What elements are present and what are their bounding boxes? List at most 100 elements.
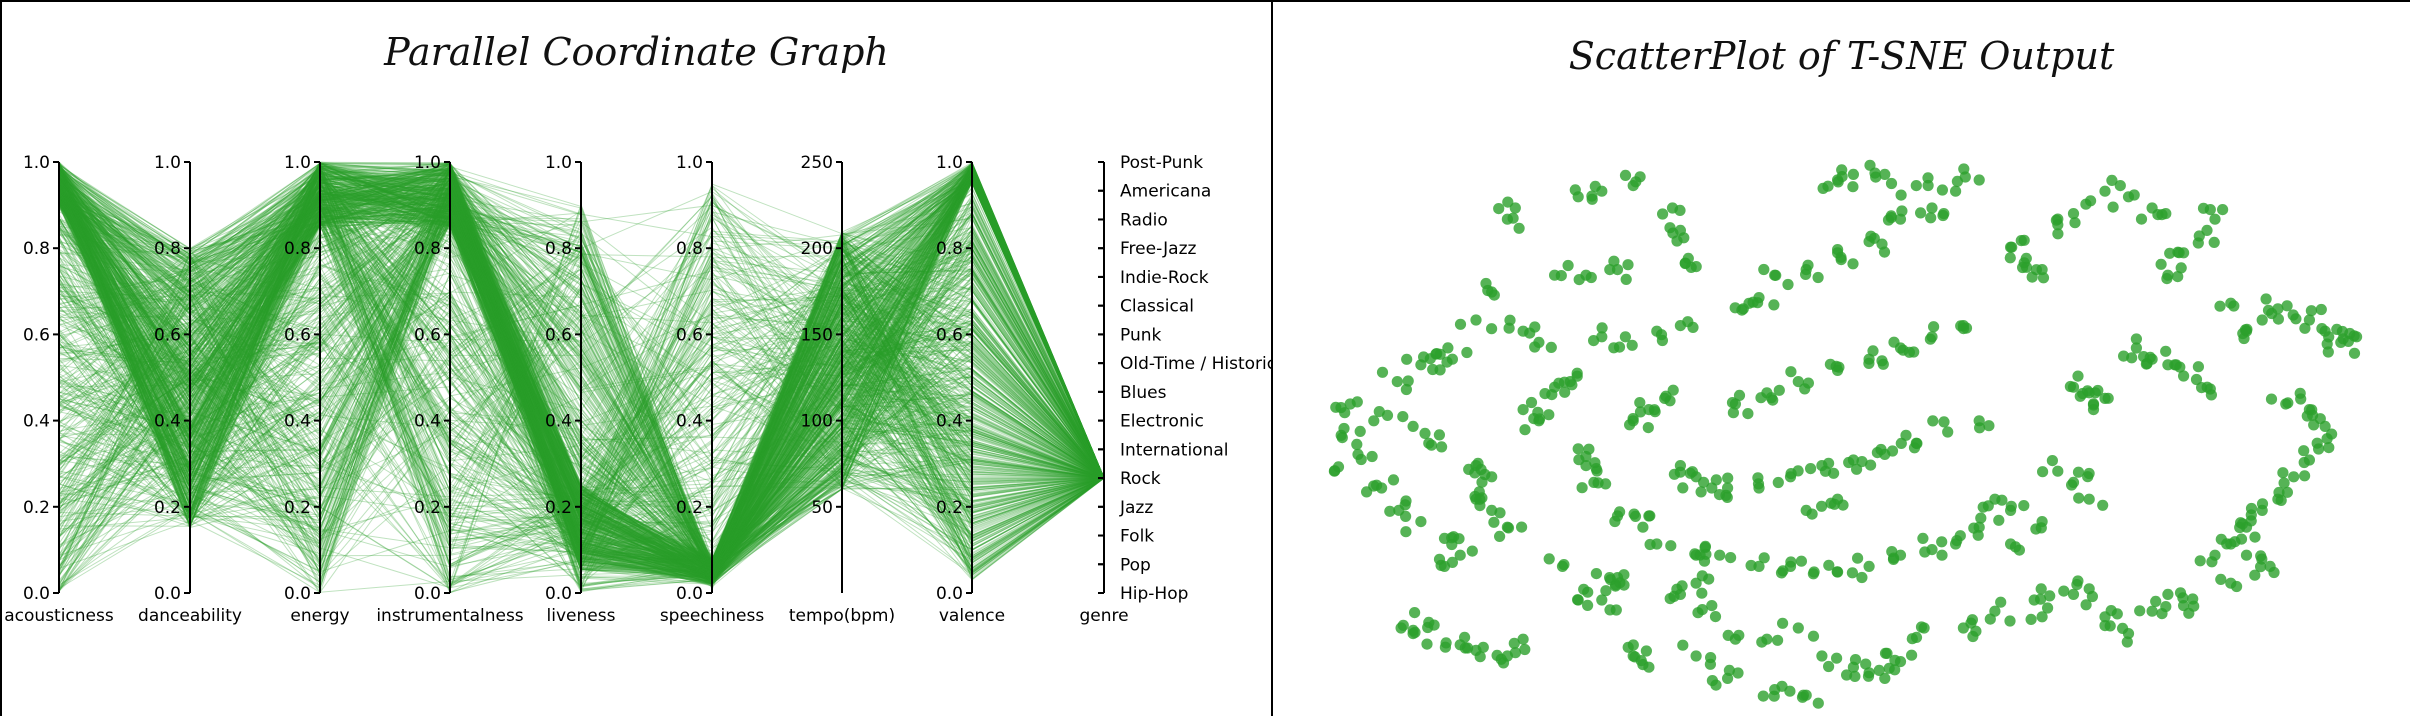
pc-tick-label: 0.6 bbox=[414, 325, 441, 345]
scatter-point bbox=[2268, 566, 2280, 579]
scatter-point bbox=[1442, 342, 1454, 354]
scatter-point bbox=[1915, 207, 1927, 219]
scatter-point bbox=[1624, 419, 1636, 431]
scatter-point bbox=[2323, 442, 2335, 454]
scatter-point bbox=[2111, 608, 2123, 620]
pc-tick-label: 0.0 bbox=[676, 584, 703, 604]
scatter-point bbox=[2249, 569, 2261, 581]
scatter-point bbox=[1878, 246, 1891, 258]
scatter-point bbox=[1723, 664, 1735, 677]
scatter-point bbox=[1756, 636, 1768, 648]
scatter-point bbox=[2272, 313, 2284, 325]
scatter-point bbox=[2037, 272, 2050, 284]
scatter-point bbox=[1585, 271, 1597, 284]
pc-genre-label: Punk bbox=[1120, 325, 1162, 345]
scatter-point bbox=[1966, 614, 1978, 626]
scatter-point bbox=[1973, 174, 1985, 186]
pc-genre-label: Old-Time / Historic bbox=[1120, 354, 1271, 374]
scatter-point bbox=[1657, 208, 1669, 220]
scatter-point bbox=[1407, 420, 1419, 432]
scatter-point bbox=[1852, 552, 1864, 564]
scatter-point bbox=[2348, 347, 2361, 359]
pc-tick-label: 0.8 bbox=[545, 239, 572, 259]
scatter-point bbox=[1925, 212, 1937, 224]
scatter-point bbox=[1807, 630, 1820, 642]
scatter-point bbox=[1843, 456, 1855, 469]
pc-tick-label: 0.0 bbox=[414, 584, 441, 604]
scatter-point bbox=[1721, 491, 1733, 503]
scatter-point bbox=[2170, 359, 2182, 371]
scatter-point bbox=[1529, 321, 1541, 333]
scatter-point bbox=[1885, 177, 1898, 190]
pc-genre-label: Rock bbox=[1120, 469, 1161, 489]
scatter-point bbox=[2085, 195, 2097, 207]
scatter-point bbox=[1502, 522, 1515, 534]
scatter-point bbox=[1591, 465, 1603, 477]
scatter-point bbox=[1351, 438, 1363, 450]
scatter-point bbox=[1837, 499, 1849, 511]
scatter-point bbox=[2249, 531, 2261, 543]
pc-axis-energy: 0.0 0.2 0.4 0.6 0.8 1.0 energy bbox=[284, 153, 350, 626]
pc-genre-label: Jazz bbox=[1119, 498, 1153, 518]
scatter-point bbox=[1600, 585, 1612, 597]
scatter-point bbox=[2288, 471, 2300, 483]
scatter-point bbox=[1895, 189, 1907, 201]
pc-tick-label: 0.6 bbox=[545, 325, 572, 345]
scatter-point bbox=[1572, 443, 1584, 455]
scatter-point bbox=[2134, 605, 2146, 617]
pc-tick-label: 0.2 bbox=[154, 498, 181, 518]
scatter-point bbox=[1495, 653, 1507, 665]
scatter-point bbox=[1690, 650, 1702, 662]
scatter-point bbox=[1888, 552, 1900, 564]
scatter-point bbox=[1896, 205, 1908, 217]
scatter-point bbox=[1368, 480, 1380, 492]
scatter-point bbox=[2299, 470, 2311, 482]
scatter-point bbox=[1608, 255, 1620, 267]
scatter-point bbox=[1613, 341, 1626, 353]
scatter-point bbox=[2336, 325, 2348, 338]
pc-tick-label: 0.0 bbox=[284, 584, 311, 604]
scatter-point bbox=[2126, 352, 2138, 364]
scatter-point bbox=[1466, 545, 1478, 557]
scatter-point bbox=[2035, 522, 2047, 534]
scatter-point bbox=[1876, 355, 1888, 367]
scatter-point bbox=[2228, 300, 2240, 312]
parallel-coordinate-chart: 0.00.20.40.60.81.0acousticness0.00.20.40… bbox=[4, 153, 1271, 626]
pc-tick-label: 0.8 bbox=[154, 239, 181, 259]
scatter-point bbox=[1400, 526, 1412, 538]
scatter-point bbox=[1704, 658, 1716, 670]
pc-axis-danceability: 0.0 0.2 0.4 0.6 0.8 1.0 danceability bbox=[138, 153, 242, 626]
scatter-point bbox=[1543, 409, 1555, 421]
scatter-point bbox=[1900, 429, 1912, 441]
pc-tick-label: 0.4 bbox=[414, 412, 441, 432]
pc-tick-label: 0.8 bbox=[936, 239, 963, 259]
scatter-point bbox=[1689, 548, 1701, 560]
scatter-point bbox=[1622, 259, 1634, 271]
scatter-point bbox=[2160, 345, 2172, 357]
scatter-point bbox=[1664, 395, 1676, 407]
scatter-point bbox=[1339, 407, 1351, 419]
scatter-point bbox=[1823, 559, 1835, 571]
scatter-point bbox=[1975, 512, 1987, 524]
scatter-point bbox=[1400, 510, 1412, 522]
scatter-point bbox=[1486, 323, 1498, 335]
scatter-point bbox=[2072, 466, 2085, 478]
scatter-point bbox=[1772, 476, 1784, 489]
scatter-point bbox=[1529, 341, 1541, 353]
scatter-point bbox=[1368, 415, 1380, 427]
scatter-point bbox=[2209, 213, 2221, 225]
scatter-point bbox=[2037, 466, 2049, 478]
scatter-point bbox=[1395, 622, 1407, 634]
scatter-point bbox=[1812, 697, 1824, 709]
scatter-point bbox=[1592, 477, 1604, 489]
scatter-point bbox=[1488, 516, 1500, 528]
scatter-point bbox=[1634, 397, 1646, 409]
scatter-point bbox=[1822, 180, 1834, 192]
pc-genre-label: Electronic bbox=[1120, 412, 1204, 432]
scatter-point bbox=[1637, 521, 1649, 533]
scatter-point bbox=[1690, 577, 1702, 589]
scatter-point bbox=[2260, 293, 2272, 305]
scatter-point bbox=[2146, 605, 2158, 617]
scatter-point bbox=[2241, 323, 2253, 335]
scatter-point bbox=[1733, 629, 1745, 641]
